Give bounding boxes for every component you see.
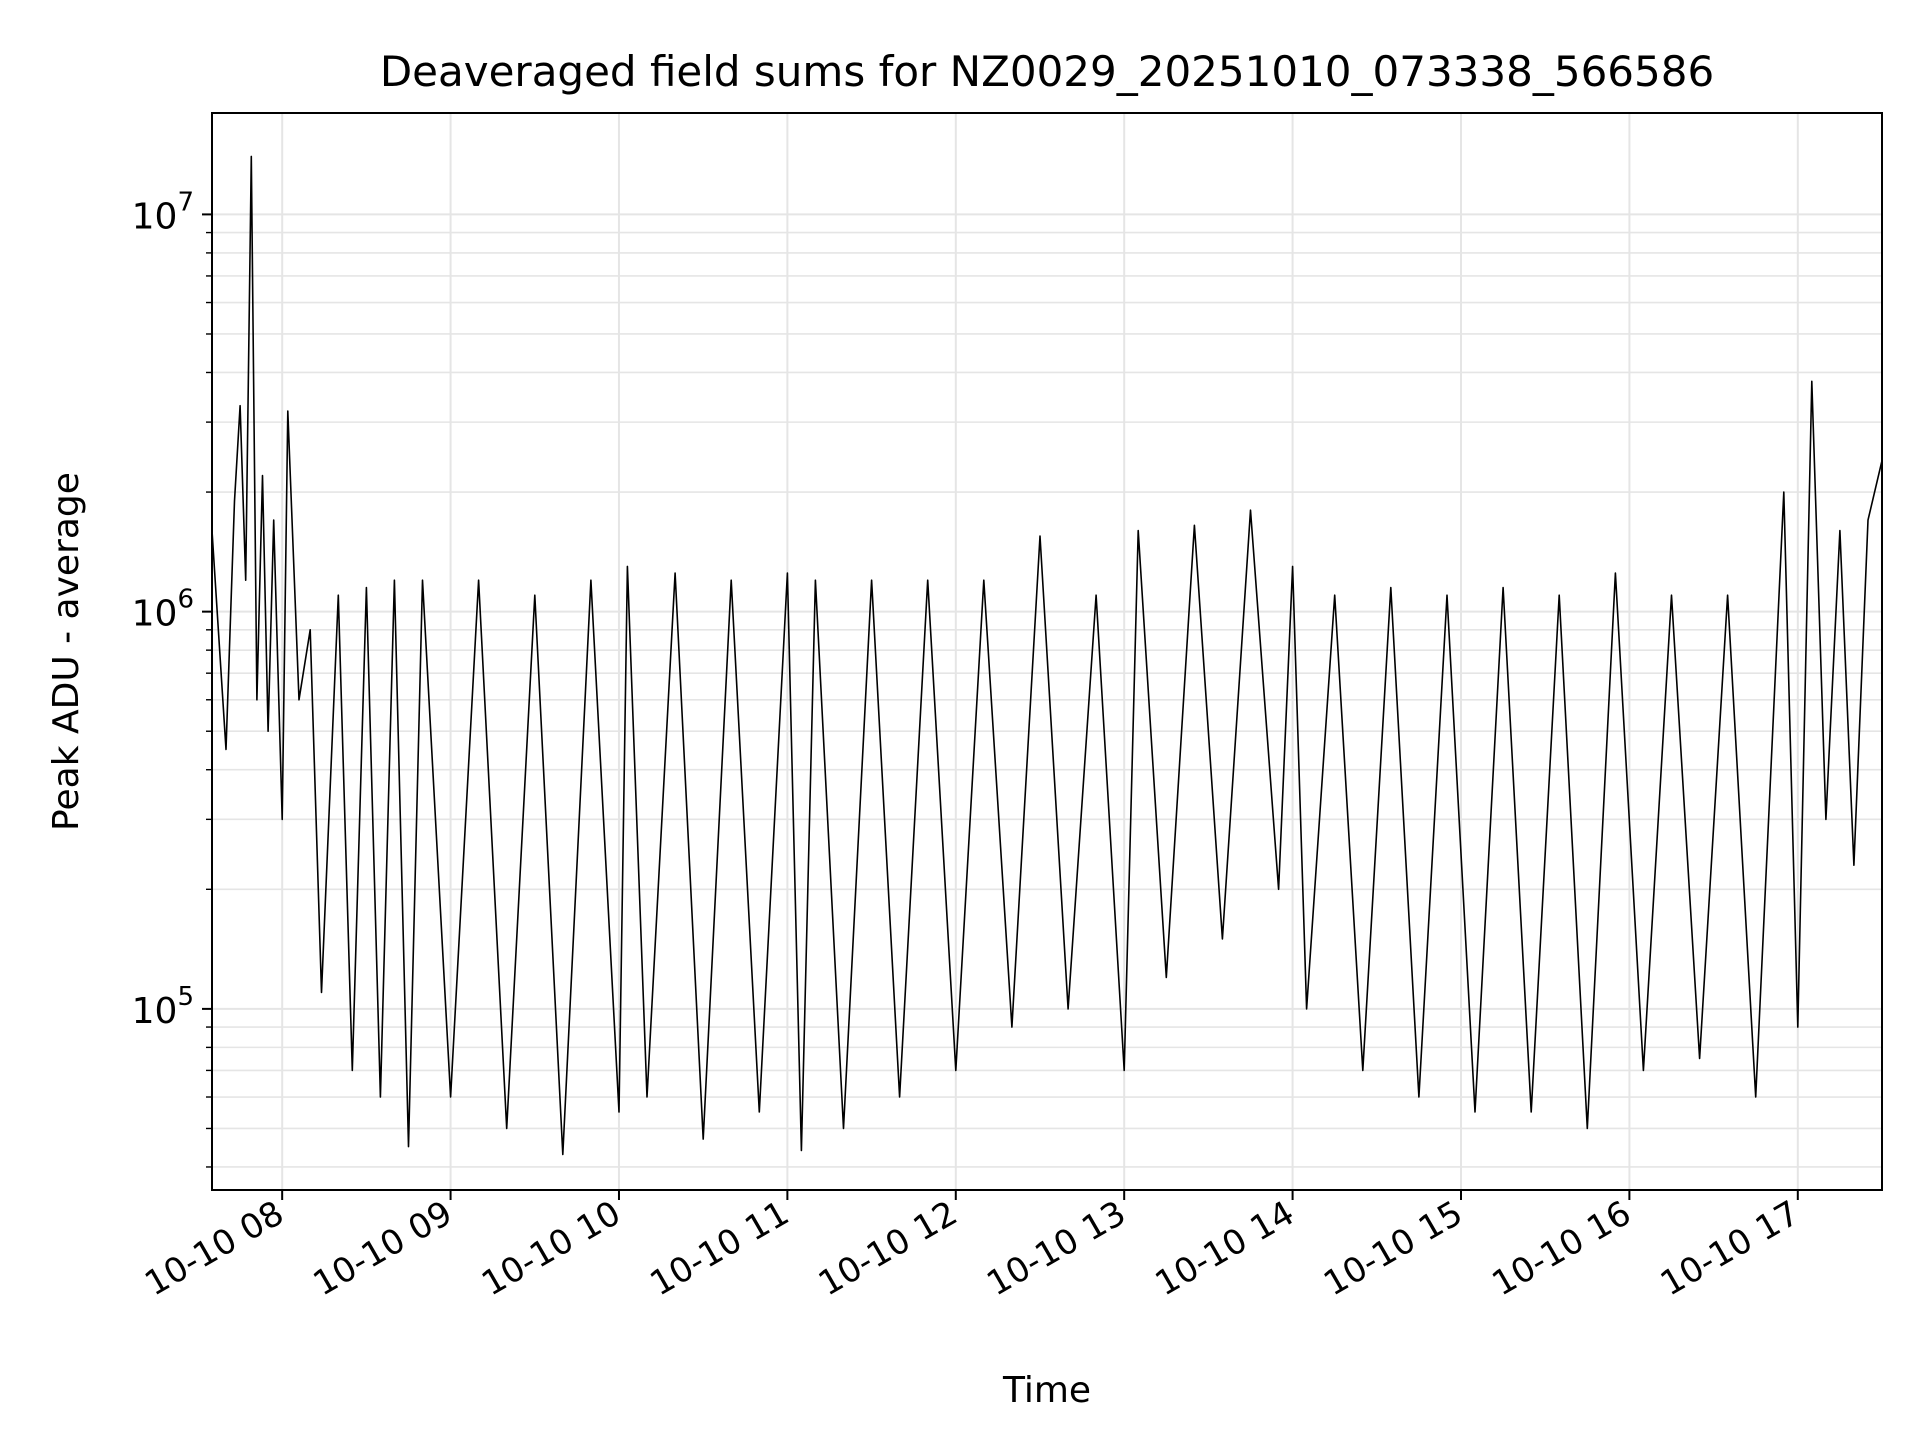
x-axis-label: Time: [1002, 1370, 1091, 1411]
y-tick-label: 107: [132, 187, 194, 237]
y-tick-label: 105: [132, 982, 194, 1032]
y-tick-label: 106: [132, 585, 194, 635]
series-layer: [211, 155, 1883, 1156]
chart-title: Deaveraged field sums for NZ0029_2025101…: [380, 47, 1714, 96]
y-axis-label: Peak ADU - average: [46, 472, 87, 831]
plot-frame: [211, 112, 1883, 1191]
series-line: [211, 155, 1883, 1156]
